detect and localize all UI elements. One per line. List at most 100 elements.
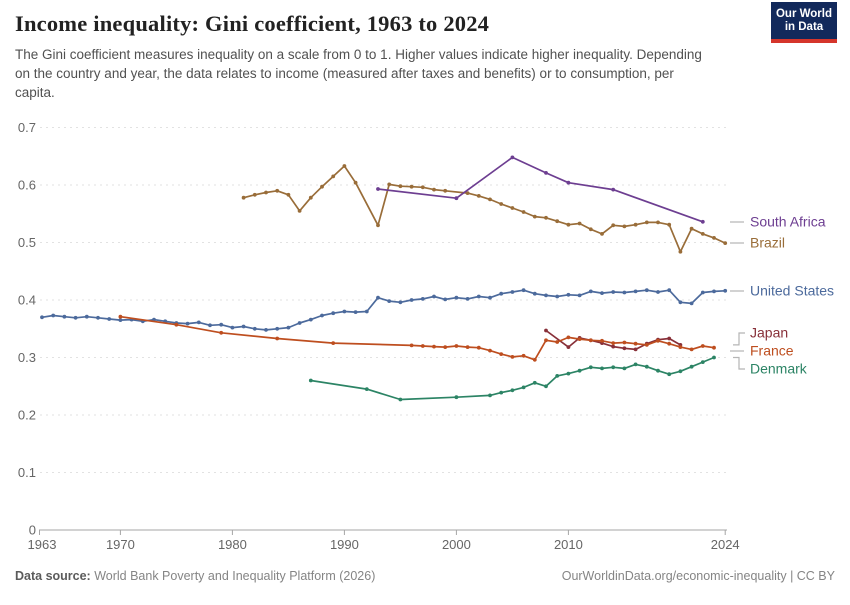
data-point xyxy=(51,313,56,318)
data-point xyxy=(532,214,537,219)
markers-south-africa xyxy=(376,155,705,224)
data-point xyxy=(611,344,616,349)
data-point xyxy=(555,340,560,344)
data-point xyxy=(420,344,425,348)
data-point xyxy=(96,315,100,320)
data-point xyxy=(443,345,448,349)
data-point xyxy=(532,380,537,385)
data-point xyxy=(566,222,571,227)
data-point xyxy=(555,374,560,378)
data-point xyxy=(465,297,470,301)
data-point xyxy=(588,365,593,370)
data-point xyxy=(611,187,616,192)
data-point xyxy=(331,174,336,179)
license-link[interactable]: OurWorldinData.org/economic-inequality |… xyxy=(561,569,835,583)
data-point xyxy=(667,341,672,346)
owid-logo-line2: in Data xyxy=(784,20,824,33)
data-point xyxy=(73,315,78,320)
legend-label-france[interactable]: France xyxy=(750,343,794,359)
legend-label-united-states[interactable]: United States xyxy=(750,283,834,299)
data-point xyxy=(118,314,123,319)
y-tick-label-0.3: 0.3 xyxy=(18,350,36,365)
data-point xyxy=(600,291,604,295)
data-point xyxy=(633,362,638,367)
data-point xyxy=(689,364,694,369)
data-point xyxy=(600,232,604,236)
data-point xyxy=(476,294,481,299)
line-brazil[interactable] xyxy=(243,165,726,253)
data-point xyxy=(656,368,660,373)
data-point xyxy=(432,294,436,299)
markers-denmark xyxy=(308,355,716,402)
data-point xyxy=(566,292,571,297)
data-point xyxy=(454,395,459,400)
data-source-text: World Bank Poverty and Inequality Platfo… xyxy=(90,569,376,583)
data-point xyxy=(320,184,324,189)
data-point xyxy=(600,366,604,371)
data-point xyxy=(476,345,481,350)
data-point xyxy=(219,322,224,327)
data-point xyxy=(700,232,705,236)
data-point xyxy=(409,298,414,302)
data-point xyxy=(611,290,616,294)
data-point xyxy=(644,288,649,293)
data-point xyxy=(611,223,616,228)
data-point xyxy=(420,185,425,190)
data-point xyxy=(476,194,481,198)
data-point xyxy=(84,314,89,319)
data-point xyxy=(712,289,716,294)
data-point xyxy=(611,341,616,345)
data-point xyxy=(398,397,403,402)
y-tick-label-0.5: 0.5 xyxy=(18,235,36,250)
data-point xyxy=(118,318,123,322)
legend-label-japan[interactable]: Japan xyxy=(750,325,788,341)
data-point xyxy=(241,195,246,200)
legend-label-denmark[interactable]: Denmark xyxy=(750,361,808,377)
markers-france xyxy=(118,314,716,362)
data-point xyxy=(723,241,728,246)
x-tick-label-2010: 2010 xyxy=(554,537,583,552)
data-point xyxy=(577,337,582,341)
line-south-africa[interactable] xyxy=(377,156,704,223)
x-tick-label-1970: 1970 xyxy=(106,537,135,552)
data-point xyxy=(275,336,280,341)
data-point xyxy=(689,347,694,352)
line-united-states[interactable] xyxy=(41,289,726,331)
data-point xyxy=(633,222,638,227)
data-point xyxy=(700,344,705,348)
data-point xyxy=(566,345,571,349)
data-point xyxy=(297,209,302,213)
data-point xyxy=(510,206,515,210)
data-point xyxy=(712,355,716,360)
data-point xyxy=(577,368,582,373)
data-point xyxy=(689,226,694,231)
line-denmark[interactable] xyxy=(310,356,715,401)
data-point xyxy=(712,236,716,240)
data-point xyxy=(700,219,705,224)
data-point xyxy=(409,184,414,189)
data-point xyxy=(611,365,616,370)
markers-united-states xyxy=(40,288,728,332)
owid-logo-line1: Our World xyxy=(775,7,832,20)
data-point xyxy=(555,219,560,224)
data-point xyxy=(107,317,112,321)
line-france[interactable] xyxy=(120,315,715,361)
data-point xyxy=(622,346,627,351)
data-point xyxy=(499,291,504,296)
data-point xyxy=(510,388,515,393)
data-point xyxy=(544,215,548,220)
data-point xyxy=(644,220,649,225)
legend-label-brazil[interactable]: Brazil xyxy=(750,235,785,251)
data-point xyxy=(465,345,470,349)
data-point xyxy=(644,343,649,347)
data-point xyxy=(208,323,212,328)
data-point xyxy=(700,290,705,295)
data-point xyxy=(185,321,190,326)
data-point xyxy=(286,325,291,330)
owid-logo[interactable]: Our World in Data xyxy=(771,2,837,43)
data-point xyxy=(308,195,313,200)
data-point xyxy=(364,309,369,314)
data-point xyxy=(544,338,548,343)
legend-label-south-africa[interactable]: South Africa xyxy=(750,214,826,230)
